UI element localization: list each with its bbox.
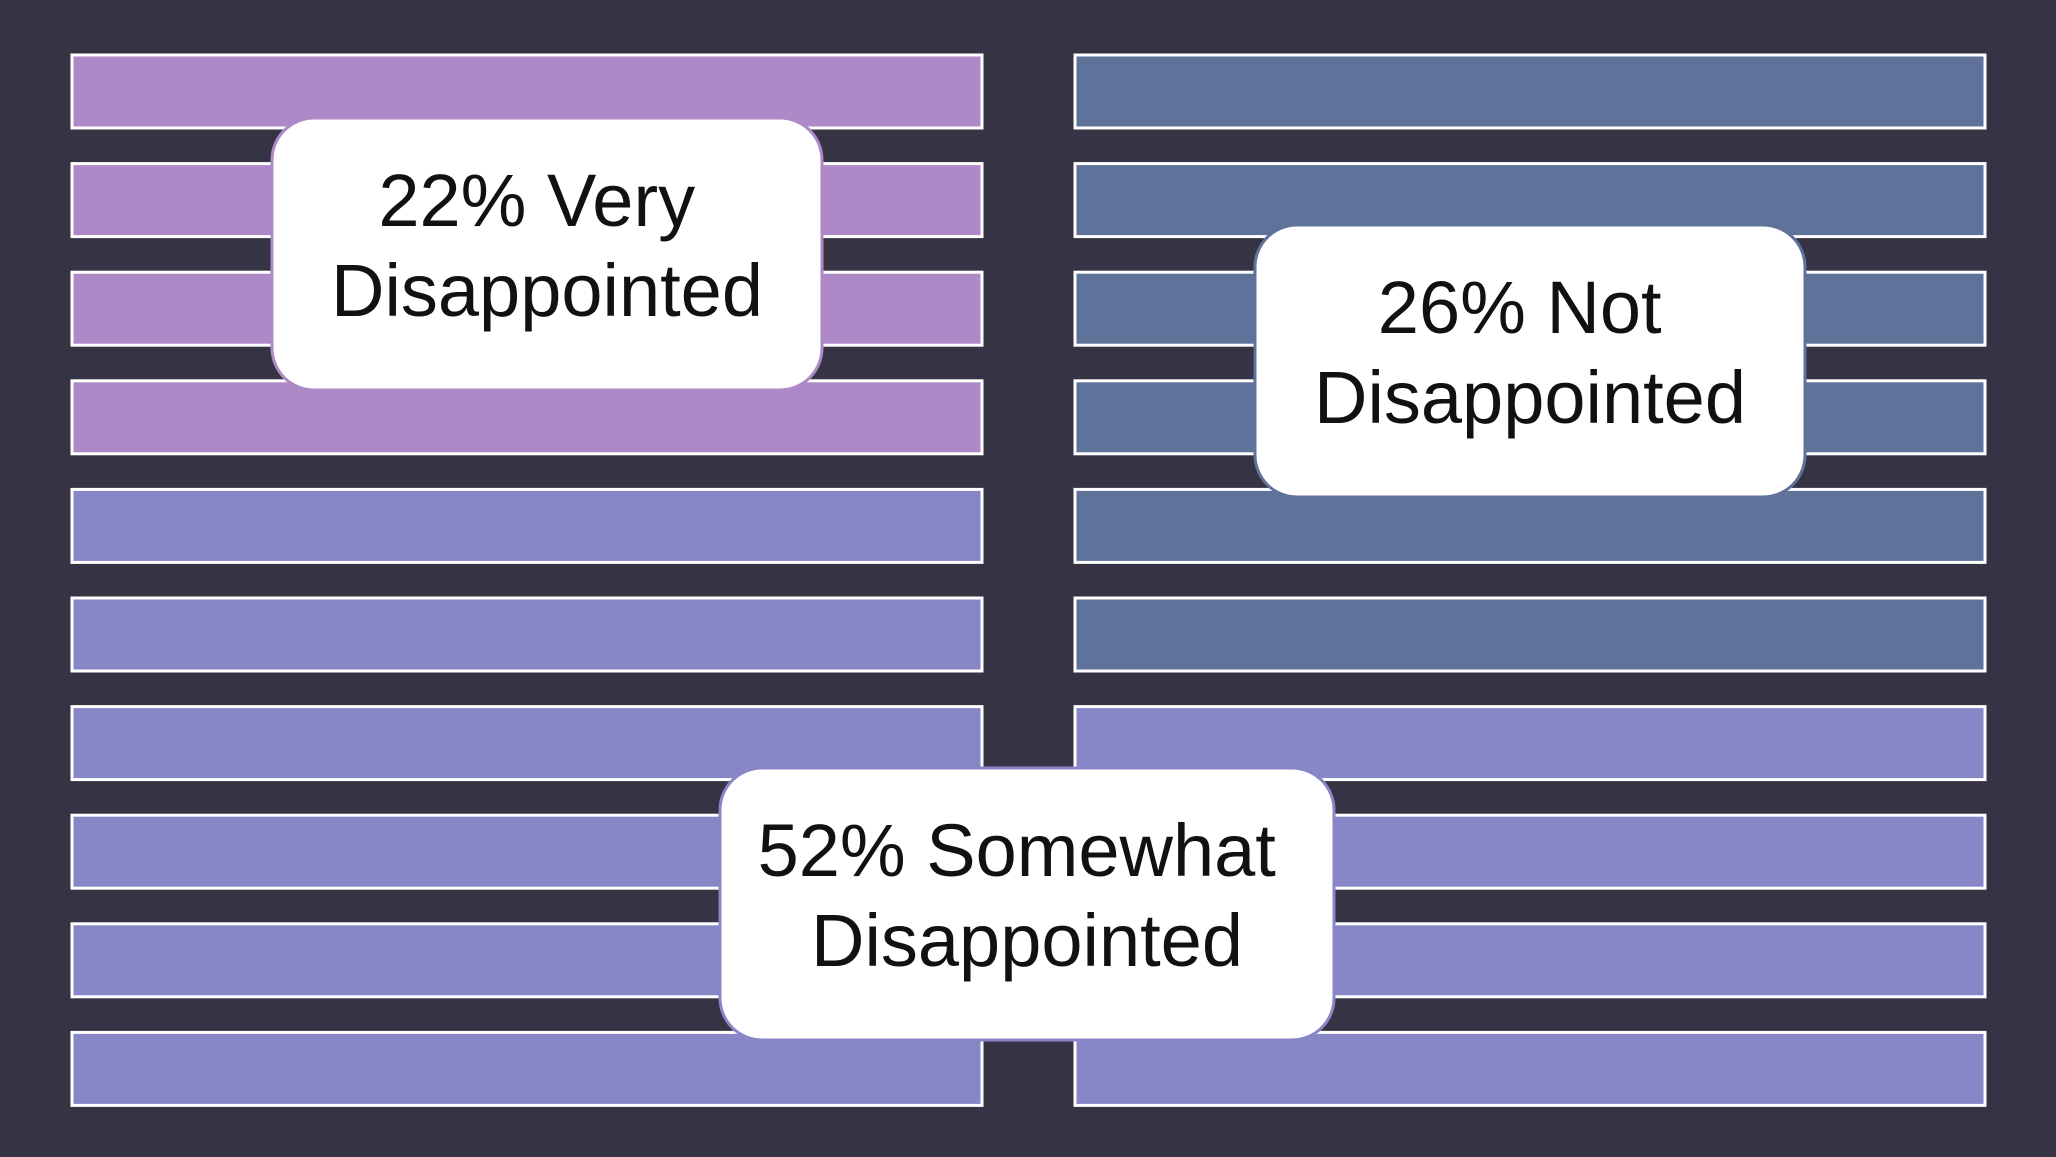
bar-right-1-not-disappointed: [1073, 53, 1987, 130]
bar-grid: [70, 53, 1987, 1107]
callout-not-disappointed-line2: Disappointed: [1314, 356, 1746, 439]
bar-left-5-somewhat-disappointed: [70, 487, 984, 564]
callout-somewhat-disappointed-line2: Disappointed: [811, 899, 1243, 982]
bar-left-7-somewhat-disappointed: [70, 705, 984, 782]
bar-right-10-somewhat-disappointed: [1073, 1030, 1987, 1107]
svg-text:22% Very Disappointed: 22% Very Disappointed: [331, 159, 763, 332]
svg-text:52% Somewhat Disappointe: 52% Somewhat Disappointed: [758, 809, 1297, 982]
callout-not-disappointed-box: [1253, 223, 1807, 499]
bar-left-6-somewhat-disappointed: [70, 596, 984, 673]
callout-somewhat-disappointed: 52% Somewhat Disappointed: [718, 766, 1336, 1042]
callout-very-disappointed-line2: Disappointed: [331, 249, 763, 332]
callout-somewhat-disappointed-box: [718, 766, 1336, 1042]
callout-not-disappointed-line1: 26% Not: [1378, 266, 1662, 349]
bar-left-4-very-disappointed: [70, 379, 984, 456]
callout-very-disappointed-box: [270, 116, 824, 392]
callout-very-disappointed-line1: 22% Very: [378, 159, 695, 242]
callout-not-disappointed: 26% Not Disappointed: [1253, 223, 1807, 499]
callout-very-disappointed: 22% Very Disappointed: [270, 116, 824, 392]
callout-somewhat-disappointed-line1: 52% Somewhat: [758, 809, 1277, 892]
bar-left-1-very-disappointed: [70, 53, 984, 130]
bar-right-6-not-disappointed: [1073, 596, 1987, 673]
svg-text:26% Not Disappointed: 26% Not Disappointed: [1314, 266, 1746, 439]
bar-left-10-somewhat-disappointed: [70, 1030, 984, 1107]
bar-right-5-not-disappointed: [1073, 487, 1987, 564]
